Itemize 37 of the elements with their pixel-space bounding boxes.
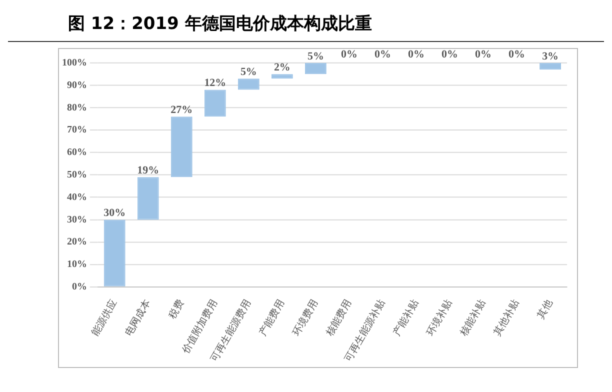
x-tick-label: 环境补贴 bbox=[424, 298, 455, 338]
x-tick-label: 电网成本 bbox=[122, 298, 153, 338]
data-label: 0% bbox=[408, 48, 424, 60]
x-tick-label: 核能补贴 bbox=[457, 298, 488, 340]
x-tick-label: 产能费用 bbox=[256, 298, 288, 338]
data-label: 12% bbox=[204, 77, 226, 90]
data-label: 27% bbox=[170, 104, 193, 116]
data-label: 0% bbox=[340, 48, 358, 60]
data-label: 30% bbox=[104, 207, 126, 220]
y-tick-label: 70% bbox=[66, 124, 87, 136]
x-tick-label: 核能费用 bbox=[323, 298, 354, 340]
data-label: 5% bbox=[307, 50, 324, 62]
x-tick-label: 产能补贴 bbox=[390, 298, 422, 338]
data-label: 0% bbox=[475, 48, 492, 60]
data-label: 3% bbox=[542, 50, 558, 62]
x-tick-label: 税费 bbox=[166, 298, 186, 321]
x-tick-label: 其他 bbox=[534, 298, 556, 321]
data-label: 19% bbox=[137, 164, 160, 176]
y-tick-label: 50% bbox=[66, 169, 87, 180]
x-tick-label: 能源供应 bbox=[89, 298, 120, 338]
x-tick-label: 其他补贴 bbox=[491, 298, 522, 338]
data-label: 0% bbox=[508, 48, 525, 60]
x-tick-label: 环境费用 bbox=[290, 298, 321, 338]
y-tick-label: 0% bbox=[72, 281, 87, 292]
y-tick-label: 80% bbox=[66, 102, 87, 114]
data-label: 0% bbox=[442, 48, 458, 60]
chart-title: 图 12：2019 年德国电价成本构成比重 bbox=[8, 8, 604, 42]
y-tick-label: 30% bbox=[66, 214, 87, 226]
y-tick-label: 20% bbox=[66, 236, 87, 248]
data-label: 0% bbox=[374, 48, 391, 60]
y-tick-label: 60% bbox=[66, 147, 87, 158]
y-tick-label: 100% bbox=[62, 57, 87, 68]
y-tick-label: 40% bbox=[66, 192, 87, 203]
y-tick-label: 90% bbox=[66, 80, 87, 91]
y-tick-label: 10% bbox=[66, 259, 87, 270]
data-label: 2% bbox=[274, 61, 290, 74]
data-label: 5% bbox=[240, 66, 257, 78]
